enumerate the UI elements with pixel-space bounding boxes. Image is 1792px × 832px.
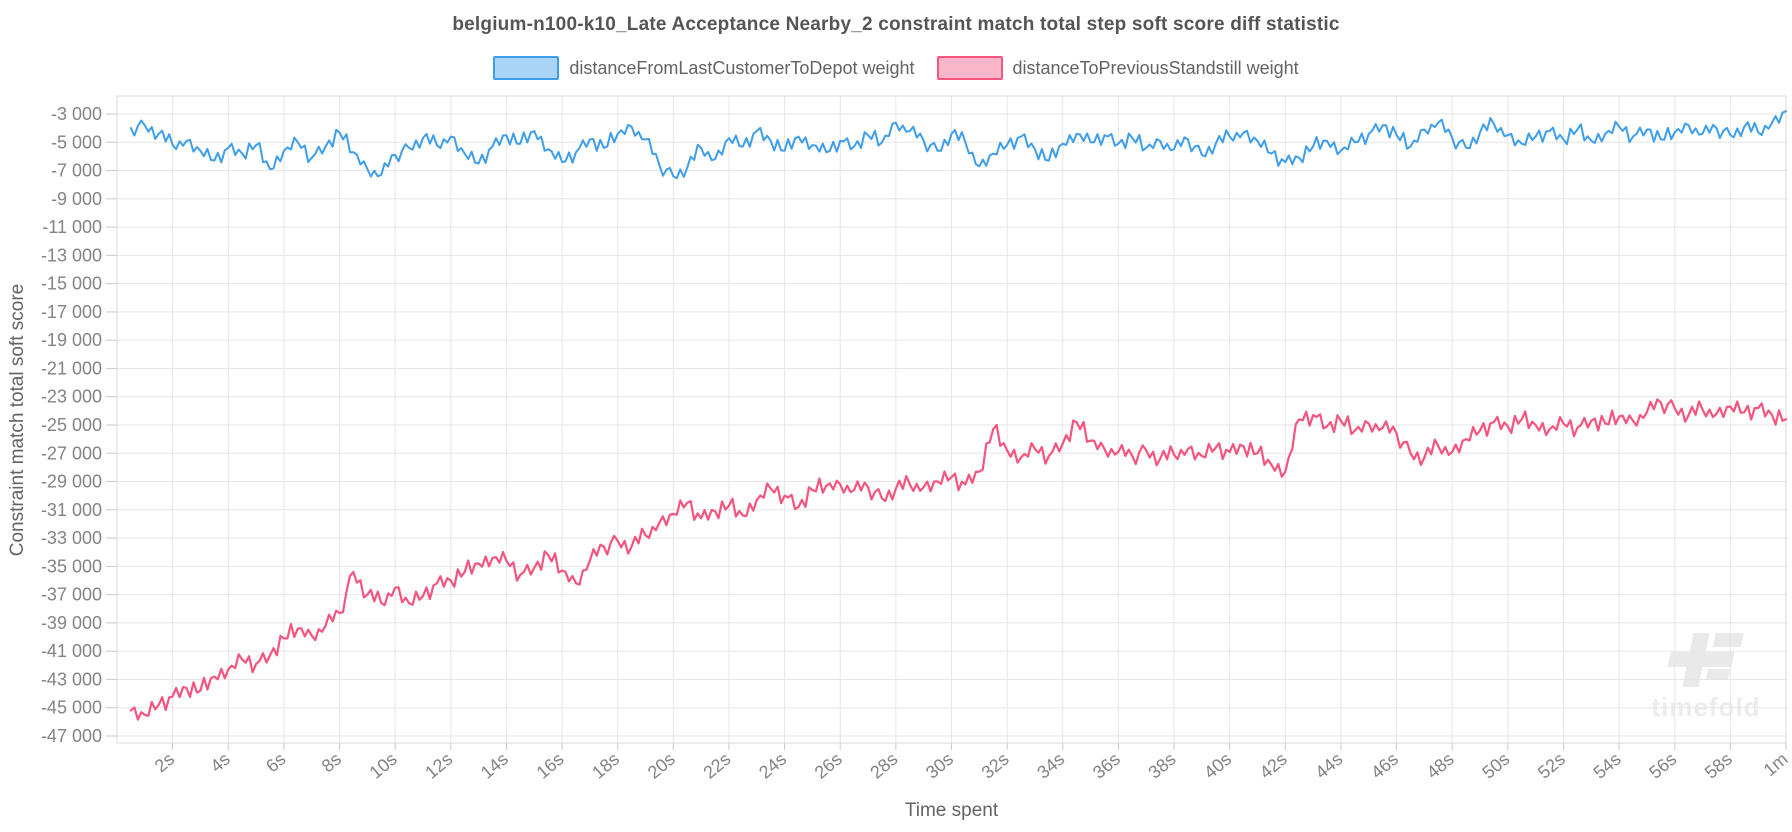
y-tick-label: -37 000 <box>41 585 102 605</box>
series-line-1 <box>129 398 1788 721</box>
gridlines <box>117 96 1787 743</box>
x-tick-label: 10s <box>366 749 401 783</box>
x-tick-label: 1m <box>1760 749 1792 780</box>
y-tick-label: -25 000 <box>41 415 102 435</box>
x-tick-label: 54s <box>1590 749 1625 783</box>
y-tick-label: -23 000 <box>41 387 102 407</box>
x-tick-label: 22s <box>699 749 734 783</box>
x-tick-label: 52s <box>1534 749 1569 783</box>
x-tick-label: 20s <box>644 749 679 783</box>
y-tick-label: -39 000 <box>41 613 102 633</box>
y-tick-label: -7 000 <box>51 161 102 181</box>
x-tick-label: 26s <box>811 749 846 783</box>
x-tick-label: 14s <box>477 749 512 783</box>
x-tick-label: 44s <box>1311 749 1346 783</box>
x-tick-label: 30s <box>922 749 957 783</box>
x-tick-label: 18s <box>588 749 623 783</box>
y-tick-label: -15 000 <box>41 274 102 294</box>
y-tick-label: -41 000 <box>41 641 102 661</box>
y-tick-label: -47 000 <box>41 726 102 746</box>
x-tick-label: 40s <box>1200 749 1235 783</box>
x-tick-label: 4s <box>206 749 233 777</box>
x-tick-label: 8s <box>318 749 345 777</box>
y-tick-label: -43 000 <box>41 669 102 689</box>
x-tick-label: 36s <box>1089 749 1124 783</box>
y-tick-label: -45 000 <box>41 698 102 718</box>
x-tick-label: 56s <box>1645 749 1680 783</box>
y-tick-label: -33 000 <box>41 528 102 548</box>
x-tick-label: 34s <box>1033 749 1068 783</box>
y-tick-label: -17 000 <box>41 302 102 322</box>
x-tick-label: 46s <box>1367 749 1402 783</box>
y-tick-label: -29 000 <box>41 472 102 492</box>
x-tick-label: 32s <box>978 749 1013 783</box>
legend-item-0[interactable]: distanceFromLastCustomerToDepot weight <box>493 56 915 80</box>
y-tick-label: -5 000 <box>51 132 102 152</box>
watermark-text: timefold <box>1651 692 1760 722</box>
axis-tick-marks <box>106 113 1787 750</box>
series-line-0 <box>129 110 1787 180</box>
y-tick-label: -13 000 <box>41 245 102 265</box>
y-tick-label: -27 000 <box>41 443 102 463</box>
x-tick-label: 6s <box>262 749 289 777</box>
y-tick-labels: -3 000 -5 000 -7 000 -9 000 -11 000 -13 000 -1… <box>41 104 102 746</box>
y-tick-label: -9 000 <box>51 189 102 209</box>
legend-item-1[interactable]: distanceToPreviousStandstill weight <box>936 56 1299 80</box>
y-tick-label: -31 000 <box>41 500 102 520</box>
legend-swatch-1 <box>936 56 1003 80</box>
y-tick-label: -21 000 <box>41 358 102 378</box>
x-tick-label: 28s <box>866 749 901 783</box>
x-axis-title: Time spent <box>904 800 999 821</box>
x-tick-label: 42s <box>1256 749 1291 783</box>
x-tick-labels: 2s 4s 6s 8s 10s 12s 14s 16s 18s 20s 22s 24s 26s 28s 30… <box>151 749 1792 783</box>
y-tick-label: -35 000 <box>41 556 102 576</box>
x-tick-label: 12s <box>421 749 456 783</box>
chart-legend: distanceFromLastCustomerToDepot weight di… <box>0 56 1792 80</box>
x-tick-label: 16s <box>533 749 568 783</box>
y-tick-label: -11 000 <box>42 217 102 237</box>
x-tick-label: 24s <box>755 749 790 783</box>
legend-swatch-0 <box>493 56 560 80</box>
legend-label-0: distanceFromLastCustomerToDepot weight <box>569 57 915 78</box>
x-tick-label: 38s <box>1145 749 1180 783</box>
x-tick-label: 58s <box>1701 749 1736 783</box>
timefold-logo-icon <box>1667 633 1744 687</box>
series-lines <box>129 110 1788 721</box>
x-tick-label: 48s <box>1423 749 1458 783</box>
x-tick-label: 50s <box>1478 749 1513 783</box>
y-axis-title: Constraint match total soft score <box>7 283 28 557</box>
y-tick-label: -19 000 <box>41 330 102 350</box>
y-tick-label: -3 000 <box>51 104 102 124</box>
chart-title: belgium-n100-k10_Late Acceptance Nearby_… <box>452 14 1340 35</box>
legend-label-1: distanceToPreviousStandstill weight <box>1012 57 1299 78</box>
x-tick-label: 2s <box>151 749 178 777</box>
